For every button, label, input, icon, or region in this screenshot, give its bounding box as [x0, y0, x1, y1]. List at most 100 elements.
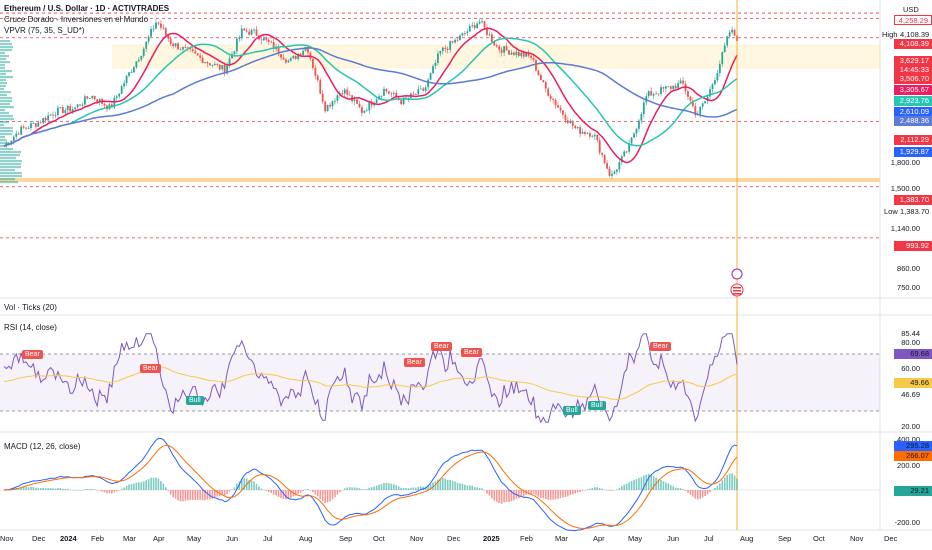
- price-tag[interactable]: 2,610.09: [894, 107, 932, 117]
- macd-histogram-bar: [339, 490, 341, 493]
- price-tag[interactable]: 2,488.36: [894, 116, 932, 126]
- macd-histogram-bar: [694, 490, 697, 499]
- sma-slow-line[interactable]: [3, 47, 738, 147]
- candle-body: [706, 96, 709, 102]
- price-tag[interactable]: 2,112.29: [894, 135, 932, 145]
- indicator-tag[interactable]: 49.66: [894, 378, 932, 388]
- candle-body: [209, 63, 211, 66]
- indicator-label[interactable]: Cruce Dorado - Inversiones en el Mundo: [4, 15, 149, 24]
- sma-mid-line[interactable]: [3, 37, 738, 147]
- candle-body: [155, 22, 157, 29]
- macd-histogram-bar: [721, 480, 724, 490]
- candle-body: [574, 125, 577, 129]
- candle-body: [701, 103, 704, 107]
- macd-histogram-bar: [559, 490, 562, 499]
- macd-histogram-bar: [412, 487, 415, 490]
- sma-fast-line[interactable]: [3, 27, 738, 164]
- macd-histogram-bar: [380, 484, 383, 490]
- vpvr-bar: [0, 106, 14, 109]
- macd-histogram-bar: [348, 487, 351, 490]
- candle-body: [213, 63, 216, 66]
- signal-line[interactable]: [3, 444, 738, 529]
- macd-histogram-bar: [162, 483, 165, 490]
- candle-body: [535, 59, 537, 71]
- macd-histogram-bar: [569, 490, 572, 496]
- macd-histogram-bar: [120, 488, 123, 490]
- candle-body: [314, 67, 317, 76]
- bear-signal-label: Bear: [650, 342, 671, 351]
- candle-body: [721, 51, 724, 64]
- candle-body: [726, 36, 729, 46]
- candle-body: [451, 41, 454, 43]
- price-tag[interactable]: 2,923.76: [894, 96, 932, 106]
- rsi-pane-title[interactable]: RSI (14, close): [4, 323, 57, 332]
- indicator-tag[interactable]: 29.21: [894, 486, 932, 496]
- macd-histogram-bar: [625, 483, 628, 490]
- macd-histogram-bar: [39, 488, 42, 490]
- rsi-line[interactable]: [3, 333, 738, 424]
- vpvr-bar: [0, 52, 5, 55]
- macd-histogram-bar: [630, 480, 633, 490]
- macd-histogram-bar: [731, 473, 733, 490]
- macd-histogram-bar: [618, 487, 621, 490]
- candle-body: [25, 127, 27, 129]
- vpvr-bar: [0, 73, 6, 76]
- candle-body: [255, 29, 258, 36]
- candle-body: [133, 67, 135, 73]
- macd-histogram-bar: [231, 489, 233, 490]
- candle-body: [34, 123, 37, 127]
- low-value: 1,383.70: [900, 207, 930, 216]
- candle-body: [714, 80, 716, 85]
- candle-body: [380, 95, 383, 97]
- price-tag[interactable]: 4,108.39: [894, 39, 932, 49]
- currency-label[interactable]: USD: [903, 5, 919, 14]
- macd-histogram-bar: [390, 483, 393, 490]
- macd-histogram-bar: [74, 490, 76, 491]
- indicator-tag[interactable]: 266.07: [894, 451, 932, 461]
- candle-body: [552, 98, 555, 100]
- rsi-tick: 85.44: [901, 329, 920, 338]
- vpvr-bar: [0, 175, 22, 178]
- macd-histogram-bar: [375, 485, 378, 490]
- candle-body: [657, 93, 660, 95]
- price-tag[interactable]: 993.92: [894, 241, 932, 251]
- vpvr-label[interactable]: VPVR (75, 35, S_UD*): [4, 26, 85, 35]
- macd-histogram-bar: [353, 487, 356, 490]
- macd-histogram-bar: [71, 489, 74, 491]
- macd-pane-title[interactable]: MACD (12, 26, close): [4, 442, 81, 451]
- candle-body: [130, 72, 133, 73]
- indicator-tag[interactable]: 295.28: [894, 441, 932, 451]
- price-tag[interactable]: 3,629.17: [894, 56, 932, 66]
- bear-signal-label: Bear: [140, 364, 161, 373]
- macd-histogram-bar: [22, 486, 25, 490]
- macd-histogram-bar: [113, 490, 116, 493]
- indicator-tag[interactable]: 69.68: [894, 349, 932, 359]
- candle-body: [199, 55, 202, 58]
- macd-histogram-bar: [96, 490, 98, 491]
- macd-histogram-bar: [214, 490, 216, 498]
- price-tag[interactable]: 4,258.29: [894, 15, 932, 25]
- macd-histogram-bar: [101, 490, 103, 492]
- macd-histogram-bar: [598, 488, 601, 490]
- candle-body: [61, 107, 64, 114]
- volume-pane-title[interactable]: Vol · Ticks (20): [4, 303, 57, 312]
- macd-histogram-bar: [679, 488, 682, 490]
- macd-histogram-bar: [172, 490, 174, 498]
- macd-histogram-bar: [405, 488, 407, 490]
- candle-body: [319, 80, 322, 94]
- macd-histogram-bar: [174, 490, 177, 499]
- price-tag[interactable]: 3,506.70: [894, 74, 932, 84]
- macd-histogram-bar: [510, 490, 513, 502]
- price-tag[interactable]: 14:45:33: [894, 65, 932, 75]
- price-tag[interactable]: 1,383.70: [894, 195, 932, 205]
- candle-body: [422, 88, 425, 91]
- vpvr-bar: [0, 154, 20, 157]
- vpvr-bar: [0, 142, 9, 145]
- macd-histogram-bar: [623, 484, 626, 490]
- price-tag[interactable]: 3,305.67: [894, 85, 932, 95]
- vpvr-bar: [0, 148, 13, 151]
- rsi-ma-line[interactable]: [3, 365, 738, 401]
- price-tag[interactable]: 1,929.87: [894, 147, 932, 157]
- macd-histogram-bar: [449, 479, 451, 490]
